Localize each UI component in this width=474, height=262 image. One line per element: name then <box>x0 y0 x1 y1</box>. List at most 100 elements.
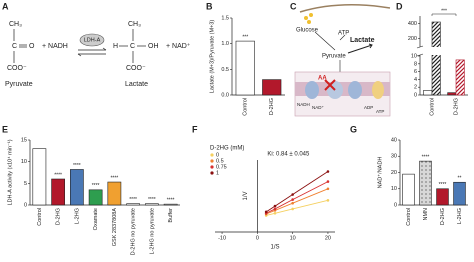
data-point <box>291 201 294 205</box>
significance: **** <box>54 172 62 178</box>
annotation: Ki: 0.84 ± 0.045 <box>267 152 310 158</box>
data-point <box>291 198 294 201</box>
bar <box>88 189 103 206</box>
metabolite: ATP <box>338 31 349 37</box>
chem-text: O <box>29 43 35 50</box>
chem-text: COO⁻ <box>7 65 27 72</box>
panel-label: G <box>350 124 357 134</box>
significance: *** <box>441 8 447 14</box>
metabolite: Pyruvate <box>322 54 346 60</box>
chem-text: OH <box>148 43 159 50</box>
bar <box>419 160 432 206</box>
data-point <box>273 211 277 215</box>
y-tick-label: 400 <box>408 21 417 27</box>
bar <box>235 40 255 96</box>
y-tick-label: 10 <box>391 186 397 192</box>
x-tick-label: 0 <box>256 235 259 241</box>
series-line <box>265 171 329 213</box>
panel-label: C <box>290 1 297 11</box>
y-tick-label: 8 <box>414 61 417 67</box>
y-tick-label: 0 <box>24 202 27 208</box>
y-tick-label: 1.5 <box>221 15 229 21</box>
y-axis-label: Lactate (M+3)/Pyruvate (M+3) <box>209 20 215 94</box>
series-line <box>265 181 329 214</box>
metabolite: NAD⁺ <box>312 105 325 110</box>
chem-text: COO⁻ <box>126 65 146 72</box>
bar <box>431 21 441 96</box>
significance: *** <box>242 34 248 40</box>
panel-label: F <box>192 124 198 134</box>
y-tick-label: 0 <box>394 202 397 208</box>
compound-name: Lactate <box>125 81 148 88</box>
bar <box>436 188 449 206</box>
data-point <box>326 187 330 191</box>
x-tick-label: D-2HG <box>56 208 62 225</box>
y-axis-label: LDH-A activity (x10⁴ min⁻¹) <box>6 139 13 205</box>
significance: **** <box>110 175 118 181</box>
legend-label: 0 <box>216 152 219 158</box>
data-point <box>264 210 268 214</box>
chem-text: C <box>130 43 135 50</box>
enzyme-label: LDH-A <box>84 37 101 43</box>
bar <box>402 173 415 206</box>
bar <box>51 178 65 206</box>
data-point <box>326 199 330 202</box>
x-tick-label: GSK 2837808A <box>112 208 118 247</box>
chem-text: + NADH <box>42 43 68 50</box>
data-point <box>326 180 330 183</box>
bar <box>107 181 122 206</box>
significance: ** <box>458 176 462 182</box>
y-tick-label: 1.0 <box>221 41 229 47</box>
panel-label: E <box>2 124 8 134</box>
significance: **** <box>148 197 156 203</box>
y-tick-label: 0.5 <box>221 67 229 73</box>
legend-label: 0.75 <box>216 164 227 170</box>
significance: **** <box>73 163 81 169</box>
x-tick-label: D-2HG no pyruvate <box>131 208 137 255</box>
data-point <box>273 207 277 211</box>
x-tick-label: Control <box>406 208 412 226</box>
significance: **** <box>422 154 430 160</box>
legend-label: 1 <box>216 170 219 176</box>
legend-marker <box>210 171 214 175</box>
chem-text: H <box>113 43 118 50</box>
bar <box>145 203 159 206</box>
axis-break <box>417 47 469 55</box>
break-mark <box>416 45 424 49</box>
bracket <box>431 13 457 16</box>
panel-label: D <box>396 1 403 11</box>
x-tick-label: Control <box>37 208 43 226</box>
bar <box>262 79 282 96</box>
bar <box>163 203 178 206</box>
x-axis-label: 1/S <box>270 245 279 251</box>
significance: **** <box>167 197 175 203</box>
bar <box>126 203 140 206</box>
chem-text: + NAD⁺ <box>166 43 191 50</box>
x-tick-label: -10 <box>218 235 226 241</box>
x-tick-label: L-2HG no pyruvate <box>149 208 155 254</box>
chem-text: CH₃ <box>9 21 22 28</box>
y-tick-label: 2 <box>414 85 417 91</box>
break-mark <box>416 53 424 57</box>
metabolite: NADH <box>297 102 310 107</box>
y-tick-label: 4 <box>414 77 417 83</box>
y-tick-label: 30 <box>391 154 397 160</box>
data-point <box>291 207 294 211</box>
y-axis-label: NAD⁺/NADH <box>376 157 383 189</box>
panel-label: B <box>206 1 213 11</box>
bar <box>453 181 466 206</box>
bar <box>32 148 47 206</box>
y-tick-label: 200 <box>408 36 417 42</box>
x-tick-label: 10 <box>290 235 296 241</box>
series-line <box>266 188 329 215</box>
legend-label: 0.5 <box>216 158 224 164</box>
x-tick-label: L-2HG <box>74 208 80 224</box>
x-tick-label: L-2HG <box>457 208 463 224</box>
chem-text: C <box>12 43 17 50</box>
x-tick-label: D-2HG <box>440 208 446 225</box>
legend-marker <box>210 159 214 163</box>
metabolite: ADP <box>364 105 373 110</box>
compound-name: Pyruvate <box>5 81 33 88</box>
metabolite: ATP <box>376 109 384 114</box>
